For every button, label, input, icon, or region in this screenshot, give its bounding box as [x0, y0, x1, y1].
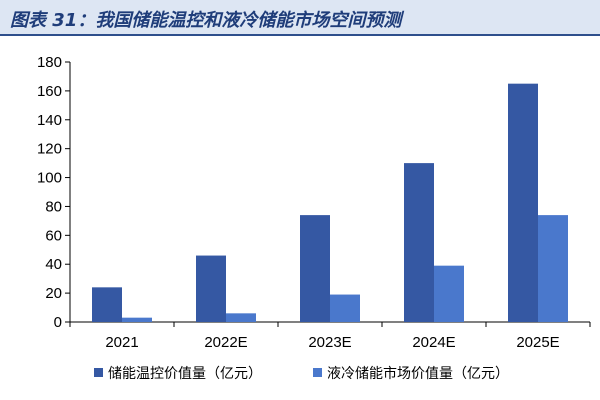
- x-axis: 2021 2022E 2023E 2024E 2025E: [69, 321, 591, 351]
- y-tick-label: 60: [45, 227, 62, 244]
- x-tick-label: 2025E: [516, 334, 559, 351]
- bar-series-1: [300, 215, 330, 322]
- legend-label-2: 液冷储能市场价值量（亿元）: [327, 365, 509, 382]
- bar-series-2: [434, 265, 464, 322]
- bar-series-1: [508, 83, 538, 322]
- bar-series-2: [226, 313, 256, 322]
- figure-title: 图表 31：我国储能温控和液冷储能市场空间预测: [10, 10, 402, 31]
- x-tick-label: 2022E: [204, 334, 247, 351]
- y-tick-label: 120: [37, 141, 62, 158]
- legend: 储能温控价值量（亿元） 液冷储能市场价值量（亿元）: [94, 365, 509, 382]
- bar-series-1: [196, 255, 226, 322]
- y-tick-label: 180: [37, 54, 62, 71]
- legend-label-1: 储能温控价值量（亿元）: [108, 366, 262, 382]
- y-tick-label: 0: [54, 314, 62, 331]
- figure-header: 图表 31：我国储能温控和液冷储能市场空间预测: [0, 0, 600, 36]
- y-tick-label: 160: [37, 83, 62, 100]
- bar-series-1: [92, 287, 122, 322]
- y-tick-label: 100: [37, 170, 62, 187]
- y-tick-label: 80: [45, 198, 62, 215]
- x-tick-label: 2024E: [412, 334, 455, 351]
- x-tick-label: 2021: [105, 334, 138, 351]
- bar-series-2: [330, 294, 360, 322]
- bars: [92, 83, 568, 322]
- bar-series-1: [404, 163, 434, 322]
- y-tick-label: 20: [45, 285, 62, 302]
- y-tick-label: 40: [45, 256, 62, 273]
- x-tick-label: 2023E: [308, 334, 351, 351]
- legend-swatch-2: [313, 368, 322, 377]
- bar-series-2: [122, 317, 152, 322]
- y-tick-label: 140: [37, 112, 62, 129]
- bar-series-2: [538, 215, 568, 322]
- y-axis: 0 20 40 60 80 100 120 140 160 180: [37, 54, 71, 331]
- legend-swatch-1: [94, 368, 103, 377]
